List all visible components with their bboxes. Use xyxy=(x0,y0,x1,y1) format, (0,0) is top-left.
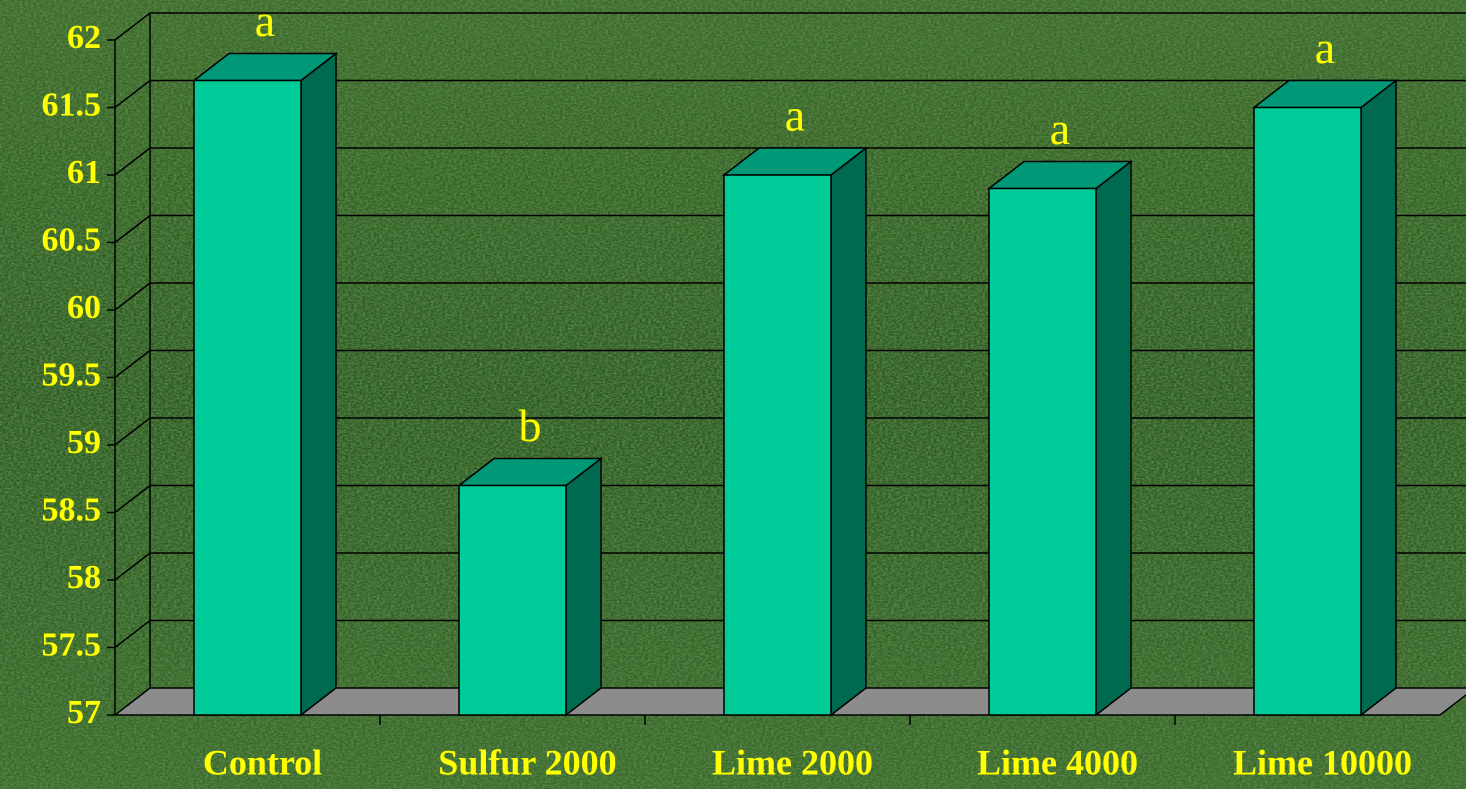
y-tick-label: 57 xyxy=(67,694,101,731)
x-tick-label: Sulfur 2000 xyxy=(438,742,616,782)
x-tick-label: Lime 10000 xyxy=(1233,742,1412,782)
significance-letter: b xyxy=(519,400,542,451)
chart: 57 57.5 58 58.5 59 59.5 60 60.5 61 61.5 62 a Control… xyxy=(0,0,1466,789)
bar-side xyxy=(1096,162,1131,716)
significance-letter: a xyxy=(1050,103,1070,154)
y-tick-label: 57.5 xyxy=(42,626,102,663)
x-tick-label: Lime 2000 xyxy=(712,742,873,782)
y-tick-label: 58 xyxy=(67,559,101,596)
bar xyxy=(459,486,566,716)
x-tick-label: Control xyxy=(203,742,322,782)
y-tick-label: 61.5 xyxy=(42,86,102,123)
bar xyxy=(194,81,301,716)
y-tick-label: 61 xyxy=(67,154,101,191)
y-tick-label: 59 xyxy=(67,424,101,461)
bar xyxy=(989,189,1096,716)
page: 57 57.5 58 58.5 59 59.5 60 60.5 61 61.5 62 a Control… xyxy=(0,0,1466,789)
bar-side xyxy=(301,54,336,716)
x-tick-label: Lime 4000 xyxy=(977,742,1138,782)
bar xyxy=(724,175,831,715)
y-tick-label: 60 xyxy=(67,289,101,326)
bar xyxy=(1254,108,1361,716)
bar-side xyxy=(566,459,601,716)
y-tick-label: 60.5 xyxy=(42,221,102,258)
significance-letter: a xyxy=(255,0,275,46)
y-tick-label: 59.5 xyxy=(42,356,102,393)
significance-letter: a xyxy=(785,90,805,141)
significance-letter: a xyxy=(1315,22,1335,73)
bar-side xyxy=(831,148,866,715)
y-tick-label: 62 xyxy=(67,19,101,56)
bar-side xyxy=(1361,81,1396,716)
y-tick-label: 58.5 xyxy=(42,491,102,528)
